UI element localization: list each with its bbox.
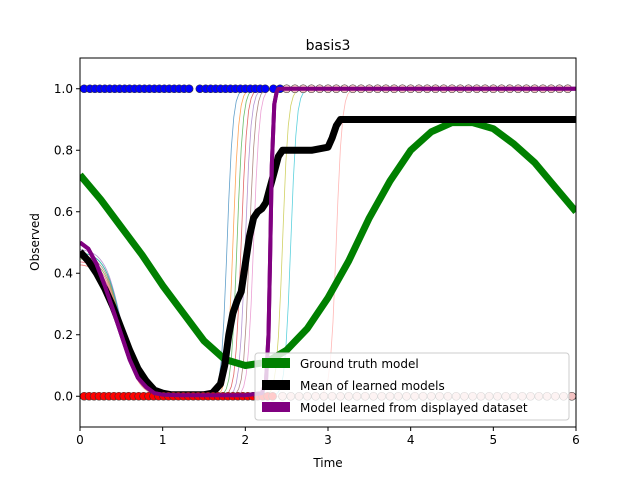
y-tick-label: 1.0 [54,82,73,96]
x-tick-label: 3 [324,433,332,447]
x-tick-label: 2 [242,433,250,447]
legend: Ground truth model Mean of learned model… [254,352,570,421]
x-tick-label: 0 [76,433,84,447]
y-tick-label: 0.8 [54,143,73,157]
legend-label-displayed-model: Model learned from displayed dataset [300,401,528,415]
y-axis-label: Observed [28,213,42,271]
y-tick-label: 0.4 [54,266,73,280]
mean-learned-line [80,116,576,399]
x-tick-label: 1 [159,433,167,447]
x-tick-label: 4 [407,433,415,447]
legend-label-ground-truth: Ground truth model [300,357,419,371]
y-axis: 0.0 0.2 0.4 0.6 0.8 1.0 [54,82,80,403]
x-axis: 0 1 2 3 4 5 6 [76,427,580,447]
chart-title: basis3 [306,38,351,54]
x-tick-label: 5 [490,433,498,447]
x-axis-label: Time [312,456,342,470]
legend-swatch-displayed-model [262,402,290,412]
legend-swatch-ground-truth [262,358,290,368]
observation-point-one [260,84,270,94]
x-tick-label: 6 [572,433,580,447]
ground-truth-line [80,119,576,369]
legend-swatch-mean-learned [262,380,290,390]
displayed-model-line-overlay [80,86,576,398]
y-tick-label: 0.6 [54,205,73,219]
y-tick-label: 0.0 [54,389,73,403]
legend-label-mean-learned: Mean of learned models [300,379,445,393]
y-tick-label: 0.2 [54,328,73,342]
observation-point-one [184,84,194,94]
legend-box [254,352,570,421]
